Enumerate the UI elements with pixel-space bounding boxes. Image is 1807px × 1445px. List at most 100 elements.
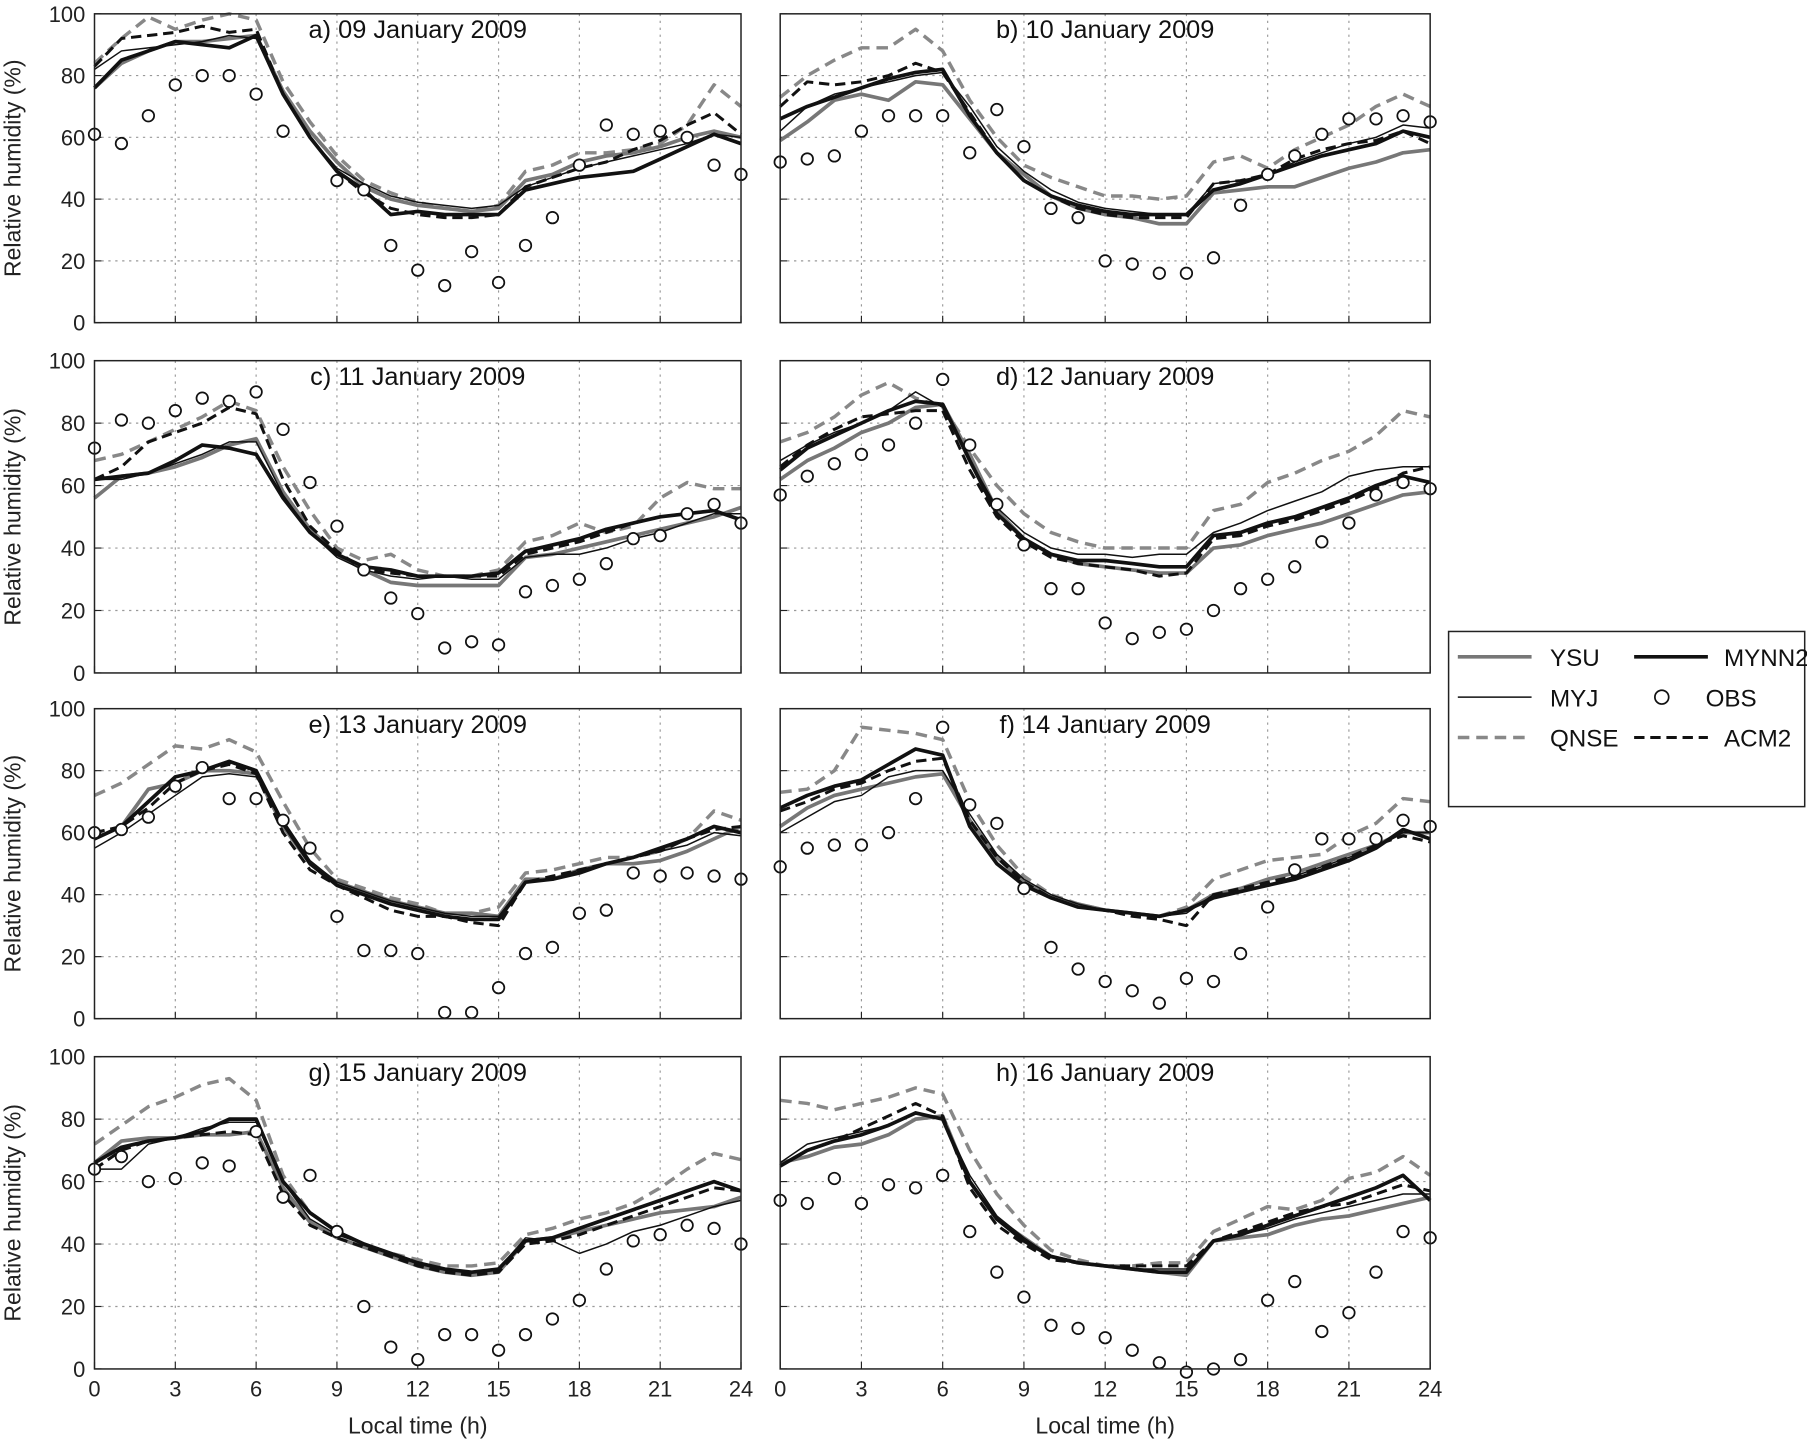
obs-point	[827, 838, 841, 852]
obs-point	[491, 1343, 506, 1357]
y-tick-label: 100	[49, 1045, 86, 1070]
obs-point	[936, 720, 950, 734]
obs-point	[1288, 560, 1302, 574]
series-line-acm2	[93, 24, 742, 220]
obs-point	[384, 238, 398, 253]
y-tick-label: 20	[61, 599, 85, 624]
obs-point	[1261, 167, 1275, 182]
legend-label: OBS	[1706, 685, 1757, 712]
series-line-acm2	[93, 405, 742, 578]
obs-point	[572, 1293, 587, 1307]
obs-point	[1125, 984, 1139, 998]
y-tick-label: 60	[61, 821, 85, 846]
series-line-mynn2	[779, 1111, 1432, 1274]
obs-point	[680, 1218, 694, 1232]
obs-point	[1179, 971, 1194, 985]
y-axis-label: Relative humidity (%)	[0, 408, 26, 626]
obs-point	[1017, 538, 1031, 552]
obs-point	[168, 404, 182, 418]
obs-point	[707, 869, 721, 883]
obs-point	[1017, 139, 1031, 154]
y-tick-label: 40	[61, 883, 85, 908]
legend-item-acm2: ACM2	[1634, 726, 1791, 753]
obs-point	[881, 1178, 896, 1192]
legend-label: MYJ	[1550, 685, 1598, 712]
obs-point	[1071, 962, 1085, 976]
y-tick-label: 40	[61, 536, 85, 561]
obs-point	[330, 909, 344, 923]
obs-point	[881, 438, 896, 452]
obs-point	[800, 1196, 814, 1211]
y-tick-label: 0	[73, 311, 85, 336]
obs-point	[1233, 582, 1248, 596]
obs-point	[1098, 1331, 1112, 1345]
x-tick-label: 3	[169, 1377, 181, 1402]
series-line-mynn2	[779, 747, 1431, 919]
obs-point	[195, 68, 209, 83]
obs-point	[330, 1224, 344, 1239]
obs-point	[1288, 1274, 1302, 1289]
series-line-mynn2	[779, 399, 1431, 569]
obs-point	[357, 943, 371, 958]
obs-point	[222, 1159, 236, 1173]
panel-frame	[93, 13, 742, 324]
obs-point	[249, 385, 263, 399]
x-tick-label: 12	[406, 1377, 430, 1402]
legend-item-myj: MYJ	[1457, 685, 1598, 712]
x-tick-label: 0	[88, 1377, 100, 1402]
obs-point	[1098, 254, 1112, 268]
y-tick-label: 80	[61, 64, 85, 89]
panel-h: 0 3 6 9 12 15 18 21 24 h) 16 January 2009 Local ti…	[773, 1055, 1442, 1438]
obs-point	[626, 532, 640, 546]
obs-point	[357, 1299, 371, 1314]
obs-point	[653, 869, 667, 883]
x-tick-label: 6	[250, 1377, 262, 1402]
x-tick-label: 24	[729, 1377, 753, 1402]
obs-point	[276, 1190, 290, 1204]
obs-point	[303, 841, 317, 855]
series-line-mynn2	[94, 443, 742, 579]
obs-point	[249, 791, 263, 806]
legend-item-qnse: QNSE	[1457, 726, 1619, 753]
obs-point	[854, 447, 869, 461]
y-tick-label: 60	[61, 474, 85, 499]
obs-point	[1315, 127, 1329, 141]
obs-point	[653, 124, 667, 138]
panel-title: f) 14 January 2009	[999, 711, 1210, 739]
series-line-myj	[94, 34, 742, 210]
obs-point	[114, 1149, 129, 1164]
y-tick-label: 20	[61, 1295, 85, 1320]
obs-point	[357, 183, 371, 197]
x-tick-label: 15	[1174, 1377, 1198, 1402]
obs-point	[800, 469, 814, 483]
series-line-ysu	[93, 436, 742, 588]
obs-point	[800, 841, 814, 855]
panel-c: 0 20 40 60 80 100 c) 11 January 2009 Relative h…	[0, 349, 748, 686]
panel-title: c) 11 January 2009	[310, 363, 525, 391]
obs-point	[1179, 622, 1194, 636]
x-tick-label: 18	[1255, 1377, 1279, 1402]
obs-point	[881, 826, 896, 840]
obs-point	[438, 1327, 452, 1342]
obs-point	[114, 413, 129, 427]
obs-point	[963, 146, 977, 160]
obs-point	[680, 507, 694, 521]
obs-point	[1017, 881, 1031, 896]
y-tick-label: 60	[61, 1170, 85, 1195]
obs-point	[1342, 1306, 1356, 1320]
obs-point	[1233, 198, 1248, 212]
obs-point	[908, 416, 923, 430]
obs-point	[168, 1171, 182, 1186]
panel-frame	[779, 359, 1431, 674]
obs-point	[854, 838, 869, 852]
obs-point	[1315, 535, 1329, 549]
series-line-acm2	[779, 409, 1431, 578]
series-line-acm2	[93, 1130, 742, 1277]
obs-point	[1342, 516, 1356, 530]
obs-point	[1396, 475, 1410, 490]
y-tick-label: 40	[61, 187, 85, 212]
obs-point	[330, 173, 344, 188]
obs-point	[1152, 266, 1166, 280]
x-tick-label: 9	[1018, 1377, 1030, 1402]
obs-point	[827, 149, 841, 163]
